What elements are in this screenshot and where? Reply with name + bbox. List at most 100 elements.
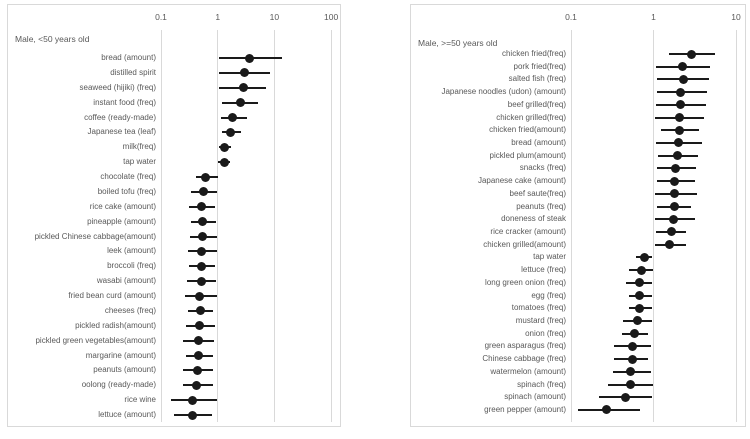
row-label: spinach (freq) xyxy=(517,379,566,389)
row-label: Japanese tea (leaf) xyxy=(87,127,157,137)
row-label: coffee (ready-made) xyxy=(84,112,156,122)
odds-ratio-dot xyxy=(188,395,198,405)
row-label: leek (amount) xyxy=(107,246,156,256)
chart-title-under-50: Male, <50 years old xyxy=(15,34,90,44)
odds-ratio-dot xyxy=(195,291,205,301)
odds-ratio-dot xyxy=(194,351,204,360)
odds-ratio-dot xyxy=(676,87,686,97)
odds-ratio-dot xyxy=(669,202,679,212)
odds-ratio-dot xyxy=(665,240,675,250)
odds-ratio-dot xyxy=(238,83,248,93)
odds-ratio-dot xyxy=(201,172,211,182)
odds-ratio-dot xyxy=(197,202,207,212)
row-label: doneness of steak xyxy=(501,214,566,224)
row-label: chicken fried(freq) xyxy=(501,49,566,58)
x-tick-label: 100 xyxy=(324,12,339,22)
row-label: lettuce (freq) xyxy=(521,265,566,275)
row-label: chocolate (freq) xyxy=(100,172,156,181)
odds-ratio-dot xyxy=(196,261,206,271)
chart-title-over-50: Male, >=50 years old xyxy=(418,38,498,48)
row-label: peanuts (amount) xyxy=(93,365,156,375)
odds-ratio-dot xyxy=(671,163,681,173)
x-gridline xyxy=(653,30,654,422)
x-gridline xyxy=(735,30,737,422)
odds-ratio-dot xyxy=(674,125,684,135)
odds-ratio-dot xyxy=(188,410,198,420)
x-tick-label: 1 xyxy=(215,12,221,22)
row-label: seaweed (hijiki) (freq) xyxy=(79,82,156,92)
x-gridline xyxy=(570,30,572,422)
row-label: long green onion (freq) xyxy=(485,277,566,287)
row-label: bread (amount) xyxy=(511,137,566,147)
row-label: pickled Chinese cabbage(amount) xyxy=(34,231,156,241)
row-label: rice cake (amount) xyxy=(89,201,156,211)
row-label: beef grilled(freq) xyxy=(507,99,566,109)
row-label: beef saute(freq) xyxy=(509,188,566,198)
odds-ratio-dot xyxy=(195,321,205,331)
odds-ratio-dot xyxy=(196,246,206,256)
x-gridline xyxy=(330,30,332,422)
x-tick-label: 1 xyxy=(651,12,656,22)
odds-ratio-dot xyxy=(194,336,204,346)
odds-ratio-dot xyxy=(240,68,250,78)
row-label: wasabi (amount) xyxy=(96,276,156,286)
row-label: oolong (ready-made) xyxy=(81,380,156,390)
row-label: bread (amount) xyxy=(101,53,156,62)
x-gridline xyxy=(160,30,162,422)
row-label: watermelon (amount) xyxy=(490,366,566,376)
row-label: Japanese cake (amount) xyxy=(477,176,566,186)
row-label: green asparagus (freq) xyxy=(484,341,566,351)
odds-ratio-dot xyxy=(678,74,688,84)
odds-ratio-dot xyxy=(627,354,637,364)
odds-ratio-dot xyxy=(672,151,682,161)
odds-ratio-dot xyxy=(225,127,235,137)
row-label: boiled tofu (freq) xyxy=(97,186,156,196)
row-label: pickled green vegetables(amount) xyxy=(35,335,156,345)
odds-ratio-dot xyxy=(621,392,631,402)
row-label: onion (freq) xyxy=(525,328,566,338)
odds-ratio-dot xyxy=(669,189,679,199)
odds-ratio-dot xyxy=(627,341,637,351)
row-label: instant food (freq) xyxy=(93,97,156,107)
odds-ratio-dot xyxy=(626,380,636,390)
row-label: milk(freq) xyxy=(122,142,156,152)
odds-ratio-dot xyxy=(198,217,208,227)
odds-ratio-dot xyxy=(676,100,686,110)
x-gridline xyxy=(217,30,219,422)
row-label: egg (freq) xyxy=(531,290,566,300)
row-label: salted fish (freq) xyxy=(508,74,566,84)
odds-ratio-dot xyxy=(192,365,202,375)
row-label: pork fried(freq) xyxy=(513,61,566,71)
x-tick-label: 0.1 xyxy=(155,12,167,22)
x-tick-label: 10 xyxy=(731,12,741,22)
row-label: fried bean curd (amount) xyxy=(68,291,156,300)
odds-ratio-dot xyxy=(196,276,206,286)
odds-ratio-dot xyxy=(196,306,206,316)
odds-ratio-dot xyxy=(630,329,640,339)
odds-ratio-dot xyxy=(198,187,208,197)
forest-plot-under-50: Male, <50 years old 0.1 1 10 100 bread (amou… xyxy=(7,4,341,427)
row-label: lettuce (amount) xyxy=(98,410,156,419)
odds-ratio-dot xyxy=(635,291,645,301)
row-label: snacks (freq) xyxy=(519,163,566,173)
odds-ratio-dot xyxy=(219,142,229,152)
odds-ratio-dot xyxy=(673,138,683,148)
row-label: broccoli (freq) xyxy=(107,261,156,271)
row-label: rice wine xyxy=(124,395,156,405)
odds-ratio-dot xyxy=(633,316,642,326)
odds-ratio-dot xyxy=(219,157,229,167)
row-label: mustard (freq) xyxy=(515,315,566,325)
odds-ratio-dot xyxy=(678,62,688,72)
row-label: peanuts (freq) xyxy=(516,201,566,211)
odds-ratio-dot xyxy=(602,405,612,415)
x-tick-label: 10 xyxy=(269,12,280,22)
row-label: chicken grilled(freq) xyxy=(496,112,566,122)
odds-ratio-dot xyxy=(635,303,645,313)
odds-ratio-dot xyxy=(635,278,645,288)
odds-ratio-dot xyxy=(626,367,636,377)
row-label: rice cracker (amount) xyxy=(490,226,566,236)
odds-ratio-dot xyxy=(668,214,678,224)
odds-ratio-dot xyxy=(245,53,255,63)
row-label: margarine (amount) xyxy=(85,350,156,360)
